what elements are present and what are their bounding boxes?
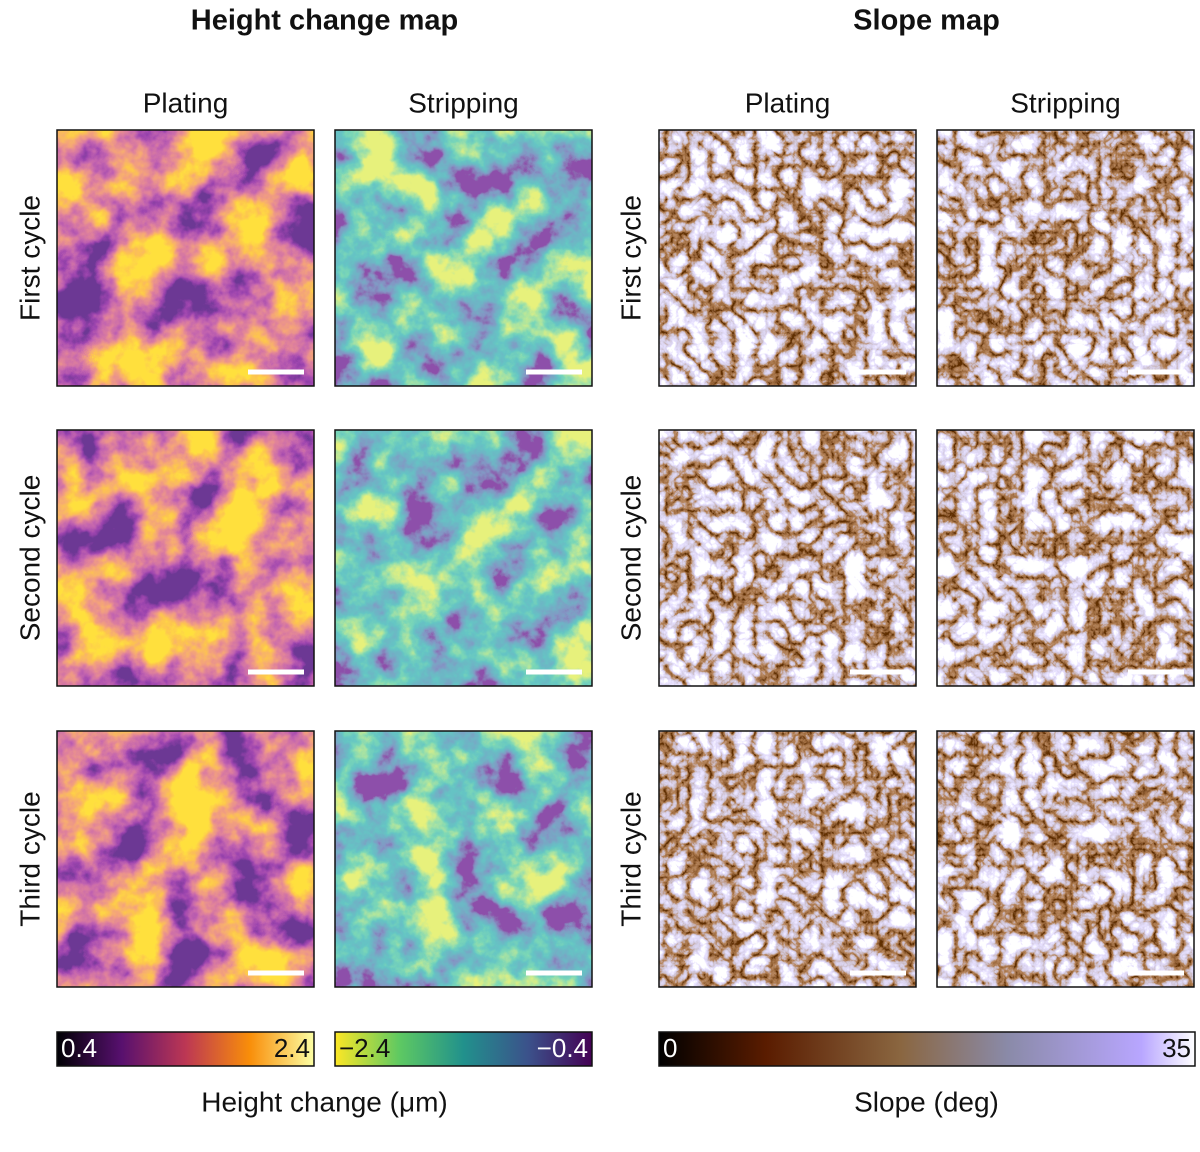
- panel-border: [56, 129, 315, 387]
- map-image: [335, 130, 592, 386]
- map-panel: [57, 130, 314, 386]
- map-panel: [57, 731, 314, 987]
- colorbar-min: −2.4: [339, 1033, 390, 1063]
- map-image: [57, 430, 314, 686]
- row-label: First cycle: [615, 195, 646, 321]
- row-label: Second cycle: [14, 475, 45, 642]
- panel-border: [334, 730, 593, 988]
- section-title: Slope map: [853, 5, 1000, 37]
- map-image: [937, 430, 1194, 686]
- panel-border: [658, 429, 917, 687]
- map-panel: [335, 731, 592, 987]
- column-label: Plating: [143, 87, 229, 118]
- panel-border: [658, 129, 917, 387]
- panel-border: [334, 429, 593, 687]
- map-panel: [937, 430, 1194, 686]
- row-label: Third cycle: [14, 791, 45, 926]
- map-image: [335, 430, 592, 686]
- map-panel: [659, 130, 916, 386]
- map-image: [659, 130, 916, 386]
- colorbar-max: −0.4: [537, 1033, 588, 1063]
- map-panel: [57, 430, 314, 686]
- map-panel: [937, 130, 1194, 386]
- map-image: [57, 731, 314, 987]
- map-panel: [659, 731, 916, 987]
- panel-border: [936, 730, 1195, 988]
- map-image: [57, 130, 314, 386]
- panel-border: [936, 429, 1195, 687]
- column-label: Stripping: [408, 87, 519, 118]
- panel-border: [936, 129, 1195, 387]
- map-image: [659, 430, 916, 686]
- axis-label: Slope (deg): [854, 1086, 999, 1117]
- panel-border: [56, 730, 315, 988]
- colorbar-min: 0.4: [61, 1033, 97, 1063]
- map-image: [659, 731, 916, 987]
- map-panel: [335, 430, 592, 686]
- column-label: Plating: [745, 87, 831, 118]
- row-label: Second cycle: [615, 475, 646, 642]
- colorbar-max: 35: [1162, 1033, 1191, 1063]
- column-label: Stripping: [1010, 87, 1121, 118]
- map-panel: [335, 130, 592, 386]
- panel-border: [658, 730, 917, 988]
- panel-border: [334, 129, 593, 387]
- map-image: [937, 731, 1194, 987]
- colorbar-max: 2.4: [274, 1033, 310, 1063]
- colorbar: [658, 1031, 1196, 1067]
- map-panel: [937, 731, 1194, 987]
- map-panel: [659, 430, 916, 686]
- row-label: Third cycle: [615, 791, 646, 926]
- colorbar: [56, 1031, 315, 1067]
- panel-border: [56, 429, 315, 687]
- map-image: [335, 731, 592, 987]
- axis-label: Height change (μm): [201, 1086, 447, 1117]
- colorbar-min: 0: [663, 1033, 677, 1063]
- section-title: Height change map: [191, 5, 459, 37]
- colorbar: [334, 1031, 593, 1067]
- row-label: First cycle: [14, 195, 45, 321]
- map-image: [937, 130, 1194, 386]
